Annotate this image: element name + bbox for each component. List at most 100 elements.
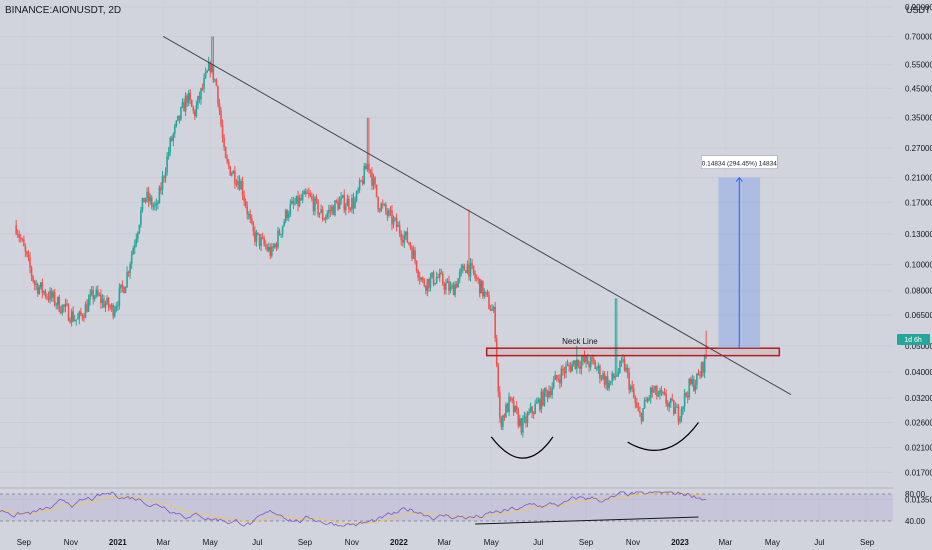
candle-body [689,379,692,385]
candle-body [280,234,282,236]
candle-body [696,373,698,386]
candle-body [218,103,221,111]
x-tick-label: Mar [437,538,451,547]
candle-body [87,299,90,312]
x-tick-label: Jul [814,538,824,547]
candle-body [137,232,139,239]
candle-body [207,62,210,71]
candle-body [651,387,654,393]
candle-body [378,209,381,211]
candle-body [482,280,484,297]
x-tick-label: Sep [860,538,875,547]
candle-body [585,356,587,362]
candle-body [107,298,110,308]
y-tick-label: 0.10000 [905,261,932,270]
candle-body [660,390,663,393]
candle-body [397,225,399,228]
candle-body [414,250,416,261]
candle-body [649,387,652,399]
candle-body [246,206,248,215]
y-tick-label: 0.70000 [905,32,932,41]
candle-body [526,414,529,424]
candle-body [297,195,299,206]
candle-body [603,373,606,385]
candle-body [315,197,318,201]
candle-body [101,298,104,303]
candle-body [364,165,367,170]
candle-body [395,217,398,228]
x-tick-label: Mar [719,538,733,547]
candle-body [300,197,302,200]
rsi-band [0,494,893,521]
candle-body [421,277,424,281]
candle-body [617,372,620,376]
candle-body [380,203,382,211]
symbol-label[interactable]: BINANCE:AIONUSDT, 2D [5,5,122,16]
candle-body [357,189,359,192]
candle-body [674,407,677,414]
countdown-badge-label: 1d 6h [904,337,922,344]
candle-body [104,303,107,308]
candle-body [132,248,135,255]
candle-body [53,292,56,305]
candle-body [474,273,476,279]
candles [15,36,707,438]
candle-body [92,290,94,300]
candle-body [512,400,515,413]
candle-body [486,292,489,295]
rsi-line [0,491,707,527]
candle-body [249,214,252,219]
candle-body [385,204,387,212]
candle-body [691,379,694,385]
candle-body [438,272,441,278]
candle-body [19,237,22,240]
candle-body [50,290,53,298]
candle-body [469,263,472,277]
candle-body [565,365,567,374]
candle-body [602,373,604,379]
y-tick-label: 0.21000 [905,174,932,183]
candle-body [634,397,637,404]
candle-body [157,203,159,205]
candle-body [625,367,627,371]
descending-trendline [163,36,792,395]
candle-body [492,306,495,310]
candle-body [192,106,195,111]
x-tick-label: Sep [298,538,313,547]
candle-body [640,413,643,422]
candle-body [255,232,258,242]
candle-body [643,400,646,409]
candle-body [574,360,577,369]
candle-body [352,198,355,209]
candle-body [155,203,158,205]
candle-body [505,404,507,418]
candle-body [348,199,350,209]
candle-body [214,79,216,81]
candle-body [605,376,607,385]
candle-body [61,304,64,313]
candle-body [519,418,521,426]
candle-body [286,210,289,218]
candle-body [539,399,541,410]
candle-body [223,137,225,148]
candle-body [457,278,460,288]
x-tick-label: Jul [533,538,543,547]
target-arrow-head [735,176,743,182]
candle-body [32,276,34,282]
candle-body [252,222,255,232]
candle-body [266,246,269,251]
y-tick-label: 0.02600 [905,419,932,428]
candle-body [63,304,65,307]
candle-body [309,193,312,196]
candle-body [47,296,50,300]
y-tick-label: 0.90000 [905,3,932,12]
candle-body [349,208,352,210]
candle-body [38,287,41,294]
candle-body [306,193,309,195]
candle-body [642,408,644,422]
candle-body [440,272,443,274]
candle-body [73,320,76,322]
candle-body [194,110,196,117]
candle-body [303,191,305,195]
candle-body [291,200,293,204]
